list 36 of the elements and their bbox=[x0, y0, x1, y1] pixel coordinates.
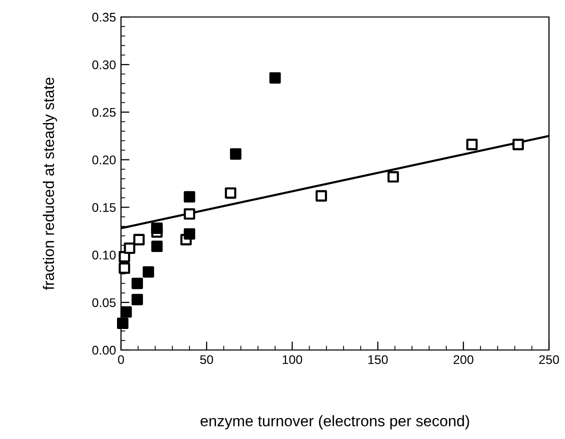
y-tick-label: 0.10 bbox=[92, 250, 116, 260]
point bbox=[224, 187, 236, 199]
point bbox=[120, 306, 132, 318]
point bbox=[184, 191, 196, 203]
y-tick-label: 0.00 bbox=[92, 346, 116, 355]
y-tick-label: 0.30 bbox=[92, 60, 116, 70]
point bbox=[118, 262, 130, 274]
point bbox=[230, 148, 242, 160]
point bbox=[132, 294, 143, 306]
x-tick-label: 0 bbox=[118, 355, 124, 364]
x-tick-label: 150 bbox=[368, 355, 388, 364]
x-tick-label: 200 bbox=[454, 355, 474, 364]
x-tick-label: 100 bbox=[282, 355, 302, 364]
point bbox=[142, 266, 154, 278]
point bbox=[118, 251, 130, 262]
point bbox=[466, 138, 478, 150]
point bbox=[269, 72, 281, 84]
point bbox=[316, 190, 328, 202]
y-tick-label: 0.15 bbox=[92, 203, 116, 212]
point bbox=[124, 242, 136, 254]
point bbox=[184, 208, 196, 220]
point bbox=[512, 138, 524, 150]
point bbox=[117, 318, 128, 330]
y-tick-label: 0.20 bbox=[92, 156, 116, 164]
point bbox=[388, 171, 399, 183]
x-tick-label: 50 bbox=[200, 355, 214, 364]
y-tick-label: 0.25 bbox=[92, 108, 116, 117]
point bbox=[132, 278, 143, 290]
point bbox=[151, 240, 163, 252]
y-axis-title: fraction reduced at steady state bbox=[42, 78, 58, 290]
y-tick-label: 0.05 bbox=[92, 298, 116, 308]
point bbox=[184, 228, 196, 240]
y-tick-label: 0.35 bbox=[92, 12, 116, 22]
x-axis-title: enzyme turnover (electrons per second) bbox=[200, 415, 470, 430]
point bbox=[133, 234, 145, 246]
x-tick-label: 250 bbox=[539, 355, 559, 364]
